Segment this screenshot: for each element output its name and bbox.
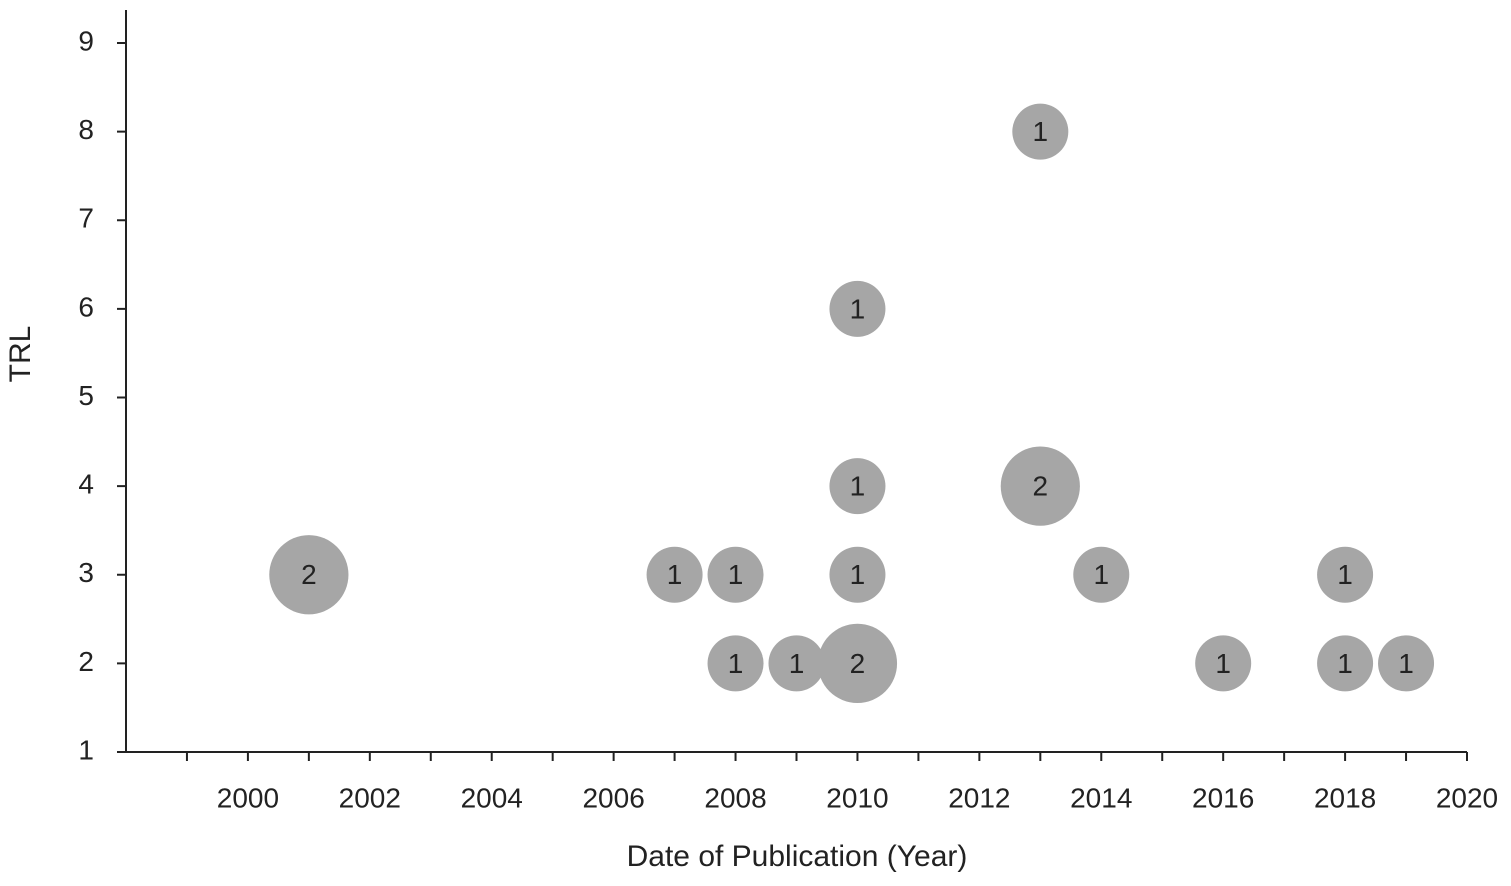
bubble-label: 1 [728, 648, 744, 679]
y-tick-label: 8 [78, 114, 94, 145]
x-tick-label: 2012 [948, 782, 1010, 813]
bubble-label: 1 [850, 559, 866, 590]
y-tick-label: 2 [78, 646, 94, 677]
bubble [829, 546, 886, 603]
bubble [817, 623, 898, 703]
bubble [768, 635, 825, 692]
bubble [707, 546, 764, 603]
x-tick-label: 2008 [704, 782, 766, 813]
bubble [1317, 635, 1374, 692]
y-tick-label: 9 [78, 25, 94, 56]
y-axis-title: TRL [4, 326, 37, 383]
x-axis-title: Date of Publication (Year) [627, 840, 968, 873]
bubble [1195, 635, 1252, 692]
bubble-label: 1 [789, 648, 805, 679]
bubble [1073, 546, 1130, 603]
x-tick-label: 2000 [217, 782, 279, 813]
bubble-label: 1 [1033, 116, 1049, 147]
x-tick-label: 2010 [826, 782, 888, 813]
bubble [829, 280, 886, 337]
y-tick-label: 6 [78, 291, 94, 322]
bubble-label: 1 [1337, 648, 1353, 679]
bubble [1000, 446, 1080, 526]
bubble-label: 1 [1093, 559, 1109, 590]
bubble-label: 2 [1033, 471, 1049, 502]
bubble [269, 535, 349, 615]
y-tick-label: 1 [78, 734, 94, 765]
bubble [1317, 546, 1374, 603]
bubble [707, 635, 764, 692]
bubble-label: 1 [1215, 648, 1231, 679]
y-tick-label: 7 [78, 203, 94, 234]
bubble-label: 1 [1398, 648, 1414, 679]
x-tick-label: 2002 [339, 782, 401, 813]
x-tick-label: 2016 [1192, 782, 1254, 813]
bubble [1378, 635, 1435, 692]
y-tick-label: 4 [78, 469, 94, 500]
bubble-label: 1 [1337, 559, 1353, 590]
y-tick-label: 3 [78, 557, 94, 588]
bubble-label: 2 [850, 648, 866, 679]
y-tick-label: 5 [78, 380, 94, 411]
bubble [646, 546, 703, 603]
x-tick-label: 2018 [1314, 782, 1376, 813]
bubble [1012, 103, 1069, 160]
x-tick-label: 2020 [1436, 782, 1498, 813]
bubble-label: 2 [301, 559, 317, 590]
bubble-label: 1 [850, 293, 866, 324]
bubble-label: 1 [850, 471, 866, 502]
bubble [829, 458, 886, 515]
bubble-label: 1 [728, 559, 744, 590]
x-tick-label: 2014 [1070, 782, 1132, 813]
x-tick-label: 2006 [582, 782, 644, 813]
bubble-label: 1 [667, 559, 683, 590]
x-tick-label: 2004 [461, 782, 523, 813]
